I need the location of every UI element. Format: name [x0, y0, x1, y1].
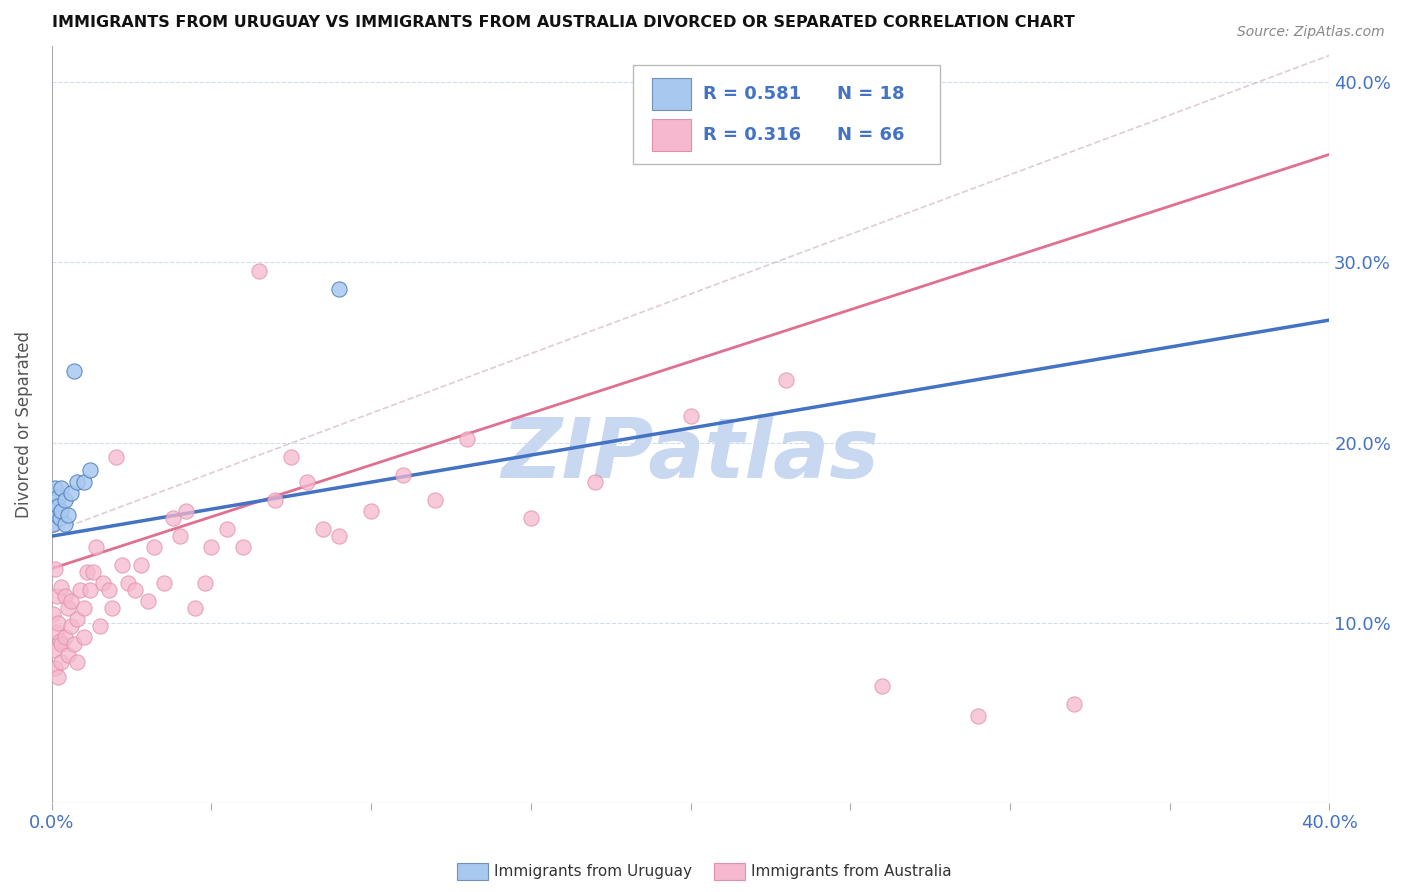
- Point: [51, 637, 73, 651]
- Point: [280, 450, 302, 464]
- Text: N = 66: N = 66: [838, 126, 905, 144]
- Point: [42, 516, 65, 531]
- Point: [194, 576, 217, 591]
- Point: [41, 516, 63, 531]
- Point: [42, 607, 65, 621]
- Point: [91, 576, 114, 591]
- Point: [44, 660, 66, 674]
- Point: [232, 540, 254, 554]
- Point: [63, 637, 86, 651]
- Point: [152, 576, 174, 591]
- Point: [59, 619, 82, 633]
- Point: [46, 669, 69, 683]
- Bar: [652, 78, 690, 110]
- Point: [44, 481, 66, 495]
- Point: [967, 709, 990, 723]
- Point: [59, 486, 82, 500]
- Point: [870, 679, 893, 693]
- Text: N = 18: N = 18: [838, 85, 905, 103]
- Point: [89, 619, 111, 633]
- Point: [328, 529, 350, 543]
- Point: [66, 655, 89, 669]
- Point: [76, 565, 98, 579]
- Point: [51, 504, 73, 518]
- Point: [46, 490, 69, 504]
- Point: [66, 612, 89, 626]
- Point: [73, 601, 96, 615]
- Point: [82, 565, 104, 579]
- Point: [200, 540, 222, 554]
- Point: [162, 511, 184, 525]
- Point: [45, 624, 67, 639]
- Bar: [652, 119, 690, 151]
- Point: [53, 493, 76, 508]
- Point: [98, 583, 121, 598]
- Point: [174, 504, 197, 518]
- Point: [217, 522, 239, 536]
- Point: [45, 508, 67, 522]
- Point: [51, 655, 73, 669]
- Point: [111, 558, 134, 572]
- FancyBboxPatch shape: [633, 65, 939, 163]
- Point: [48, 511, 70, 525]
- Point: [142, 540, 165, 554]
- Point: [136, 594, 159, 608]
- Text: Immigrants from Uruguay: Immigrants from Uruguay: [494, 864, 692, 879]
- Point: [53, 589, 76, 603]
- Point: [679, 409, 702, 423]
- Point: [101, 601, 124, 615]
- Point: [59, 594, 82, 608]
- Point: [1063, 697, 1085, 711]
- Point: [264, 493, 287, 508]
- Point: [297, 475, 319, 490]
- Point: [117, 576, 139, 591]
- Point: [184, 601, 207, 615]
- Point: [456, 432, 478, 446]
- Point: [312, 522, 335, 536]
- Point: [51, 580, 73, 594]
- Point: [328, 283, 350, 297]
- Point: [520, 511, 543, 525]
- Text: R = 0.316: R = 0.316: [703, 126, 801, 144]
- Point: [169, 529, 191, 543]
- Point: [48, 633, 70, 648]
- Text: IMMIGRANTS FROM URUGUAY VS IMMIGRANTS FROM AUSTRALIA DIVORCED OR SEPARATED CORRE: IMMIGRANTS FROM URUGUAY VS IMMIGRANTS FR…: [52, 15, 1074, 30]
- Point: [51, 481, 73, 495]
- Point: [66, 475, 89, 490]
- Point: [44, 561, 66, 575]
- Text: R = 0.581: R = 0.581: [703, 85, 801, 103]
- Point: [73, 475, 96, 490]
- Point: [583, 475, 606, 490]
- Point: [423, 493, 446, 508]
- Point: [86, 540, 108, 554]
- Point: [247, 264, 270, 278]
- Point: [53, 516, 76, 531]
- Point: [46, 499, 69, 513]
- Y-axis label: Divorced or Separated: Divorced or Separated: [15, 331, 32, 518]
- Point: [129, 558, 152, 572]
- Point: [56, 601, 79, 615]
- Text: ZIPatlas: ZIPatlas: [502, 414, 879, 495]
- Text: Immigrants from Australia: Immigrants from Australia: [751, 864, 952, 879]
- Text: Source: ZipAtlas.com: Source: ZipAtlas.com: [1237, 25, 1385, 39]
- Point: [46, 615, 69, 630]
- Point: [73, 630, 96, 644]
- Point: [63, 363, 86, 377]
- Point: [69, 583, 91, 598]
- Point: [392, 467, 415, 482]
- Point: [53, 630, 76, 644]
- Point: [56, 508, 79, 522]
- Point: [775, 372, 797, 386]
- Point: [104, 450, 127, 464]
- Point: [79, 583, 101, 598]
- Point: [56, 648, 79, 662]
- Point: [44, 499, 66, 513]
- Point: [124, 583, 146, 598]
- Point: [360, 504, 382, 518]
- Point: [45, 589, 67, 603]
- Point: [79, 462, 101, 476]
- Point: [44, 642, 66, 657]
